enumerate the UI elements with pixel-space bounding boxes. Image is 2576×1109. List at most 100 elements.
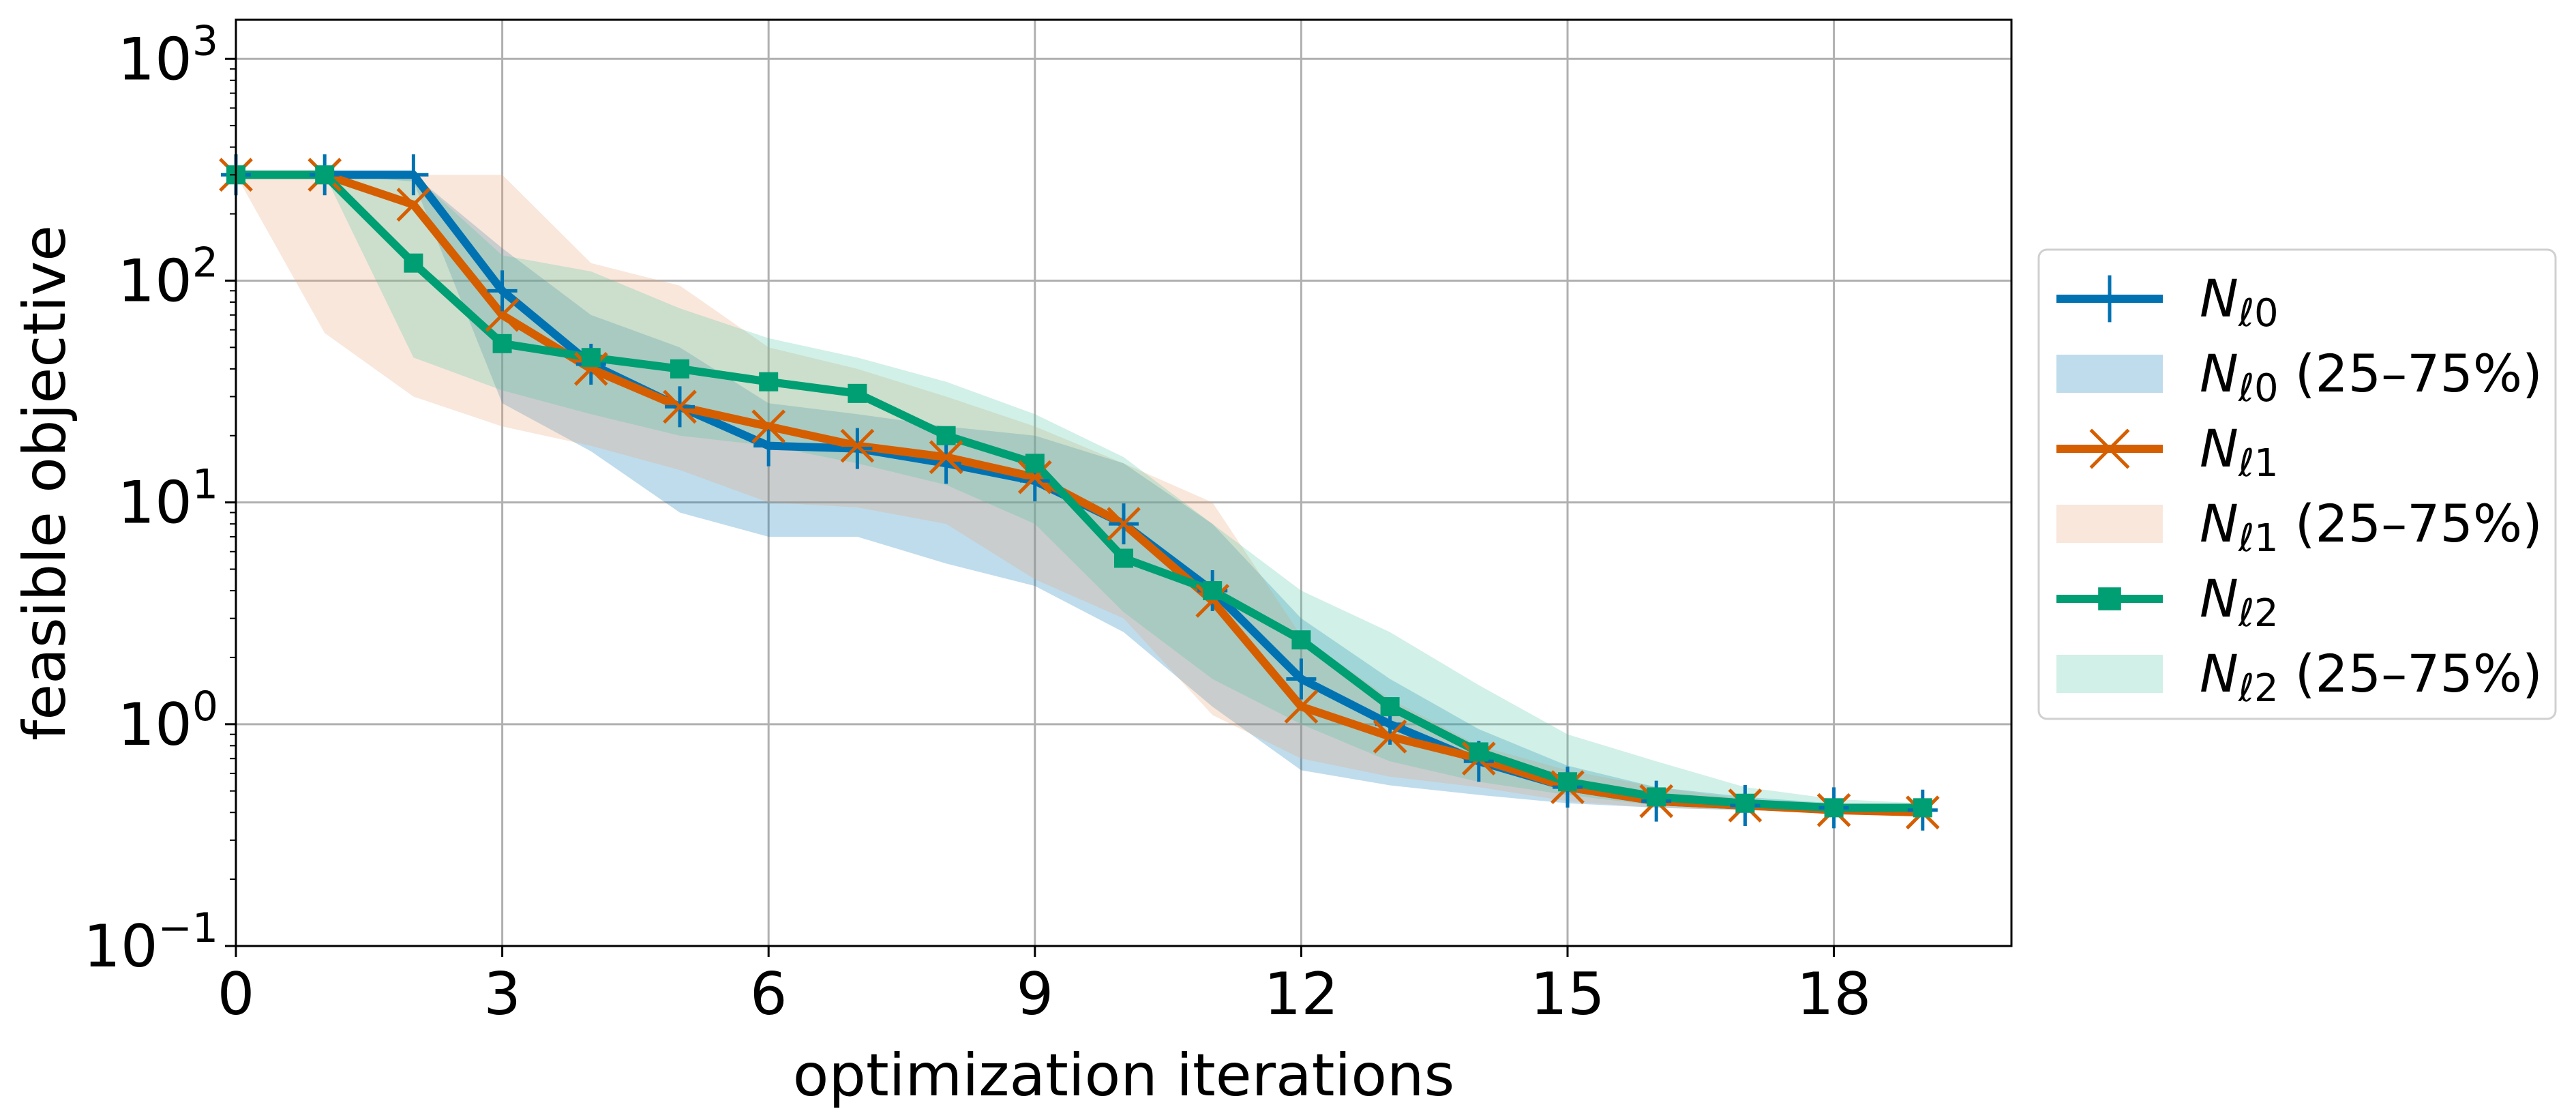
marker-series-2-pt-15 (1558, 772, 1577, 792)
legend-label-band-2: Nℓ2 (25–75%) (2200, 643, 2543, 711)
legend-label-band-1: Nℓ1 (25–75%) (2200, 493, 2543, 561)
x-tick-label: 15 (1530, 960, 1604, 1029)
x-tick-label: 18 (1797, 960, 1871, 1029)
marker-series-1-pt-4 (573, 351, 608, 386)
marker-series-0-pt-2 (398, 154, 429, 196)
marker-series-0-pt-8 (931, 443, 961, 484)
series-lines (236, 171, 1923, 817)
legend-symbol: N (2200, 643, 2238, 704)
y-tick-label-exponent: 1 (192, 461, 218, 509)
y-tick-label: 101 (117, 461, 218, 537)
marker-series-2-pt-12 (1291, 630, 1311, 650)
marker-series-2-pt-13 (1380, 697, 1400, 717)
marker-series-2-pt-6 (759, 372, 779, 391)
marker-series-2-pt-19 (1913, 798, 1932, 818)
marker-series-1-pt-13-d2 (1373, 720, 1407, 754)
marker-series-1-pt-12 (1284, 690, 1319, 724)
legend-subscript: ℓ2 (2238, 666, 2279, 711)
legend-subscript: ℓ1 (2238, 441, 2279, 486)
plot-frame (235, 18, 2013, 947)
x-tick-label: 6 (750, 960, 788, 1029)
legend-marker-series-2 (2098, 587, 2121, 610)
marker-series-1-pt-7 (840, 428, 875, 463)
band-series-1 (236, 175, 1923, 815)
x-tick-label: 0 (218, 960, 255, 1029)
legend-label-band-0: Nℓ0 (25–75%) (2200, 343, 2543, 411)
marker-series-1-pt-13 (1373, 720, 1407, 754)
marker-series-2-pt-5 (670, 359, 689, 379)
y-tick-label-base: 10 (117, 247, 192, 315)
marker-series-1-pt-4-d2 (573, 351, 608, 386)
marker-series-1-pt-6-d2 (751, 409, 786, 444)
marker-series-2-pt-14 (1469, 742, 1488, 762)
legend-symbol: N (2200, 568, 2238, 629)
marker-series-2-pt-10 (1114, 548, 1133, 568)
series-markers (219, 154, 1940, 831)
y-tick-label-base: 10 (117, 691, 192, 759)
legend-label-series-2: Nℓ2 (2200, 568, 2279, 636)
marker-series-1-pt-11 (1195, 584, 1230, 618)
marker-series-2-pt-1 (315, 165, 335, 185)
legend-swatch-band-0 (2056, 355, 2163, 393)
marker-series-1-pt-2 (396, 188, 431, 222)
x-tick-label: 12 (1264, 960, 1338, 1029)
legend-subscript: ℓ0 (2238, 291, 2279, 336)
band-series-0 (236, 175, 1923, 815)
legend-label-series-1: Nℓ1 (2200, 418, 2279, 486)
legend-box (2037, 248, 2557, 720)
legend-symbol: N (2200, 418, 2238, 479)
marker-series-1-pt-8 (929, 440, 963, 475)
marker-series-1-pt-6 (751, 409, 786, 444)
legend-symbol: N (2200, 268, 2238, 329)
marker-series-0-pt-7 (842, 428, 873, 469)
legend-swatch-band-2 (2056, 655, 2163, 693)
marker-series-0-pt-3 (487, 270, 518, 312)
marker-series-2-pt-2 (404, 253, 423, 273)
legend-range: (25–75%) (2279, 643, 2543, 704)
y-tick-label: 10−1 (83, 904, 218, 981)
marker-series-2-pt-8 (936, 426, 956, 445)
marker-series-1-pt-5-d2 (663, 389, 697, 424)
marker-series-1-pt-2-d2 (396, 188, 431, 222)
y-tick-label-base: 10 (117, 25, 192, 93)
legend-swatch-band-1 (2056, 505, 2163, 543)
legend-marker-series-0 (2091, 275, 2128, 323)
legend-range: (25–75%) (2279, 343, 2543, 404)
x-tick-label: 3 (483, 960, 521, 1029)
marker-series-2-pt-9 (1025, 454, 1045, 473)
line-series-1 (236, 171, 1923, 817)
legend-symbol: N (2200, 493, 2238, 554)
y-tick-label-base: 10 (83, 913, 158, 981)
marker-series-2-pt-7 (848, 383, 867, 403)
legend-marker-series-1 (2089, 428, 2130, 469)
interquartile-bands (236, 175, 1923, 815)
marker-series-1-pt-10-d2 (1107, 507, 1141, 542)
marker-series-2-pt-3 (492, 334, 512, 353)
legend-symbol: N (2200, 343, 2238, 404)
legend-marker-series-1-d2 (2089, 428, 2130, 469)
legend-label-series-0: Nℓ0 (2200, 268, 2279, 336)
y-axis-label: feasible objective (11, 225, 79, 741)
y-tick-label-exponent: −1 (158, 904, 218, 952)
grid (235, 20, 2011, 947)
marker-series-0-pt-6 (753, 425, 784, 467)
y-tick-label-exponent: 0 (192, 683, 218, 730)
y-tick-label-base: 10 (117, 469, 192, 537)
y-tick-label-exponent: 2 (192, 239, 218, 286)
x-axis-label: optimization iterations (793, 1041, 1455, 1109)
marker-series-1-pt-3-d2 (485, 297, 520, 332)
line-series-2 (236, 171, 1923, 812)
marker-series-2-pt-4 (581, 348, 601, 368)
marker-series-2-pt-17 (1735, 793, 1755, 813)
marker-series-1-pt-8-d2 (929, 440, 963, 475)
marker-series-1-pt-12-d2 (1284, 690, 1319, 724)
legend-subscript: ℓ2 (2238, 591, 2279, 636)
marker-series-1-pt-7-d2 (840, 428, 875, 463)
marker-series-1-pt-10 (1107, 507, 1141, 542)
legend-range: (25–75%) (2279, 493, 2543, 554)
marker-series-1-pt-5 (663, 389, 697, 424)
legend-subscript: ℓ0 (2238, 366, 2279, 411)
